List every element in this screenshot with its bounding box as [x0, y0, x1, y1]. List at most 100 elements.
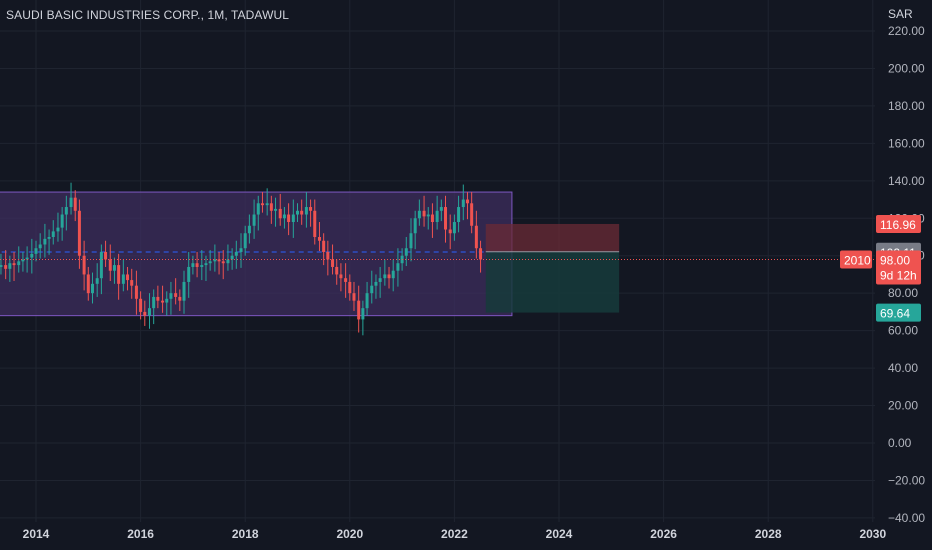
candle [387, 266, 391, 289]
candle-body [344, 278, 348, 282]
candle-body [300, 210, 304, 215]
candle [465, 192, 469, 220]
candle [296, 203, 299, 223]
candle-body [104, 251, 108, 260]
last-price-text: 98.00 [880, 253, 910, 267]
candle-body [448, 229, 452, 234]
candle [90, 272, 94, 304]
target-price-tag-text: 69.64 [880, 307, 910, 321]
candle-body [82, 255, 86, 275]
candle [474, 210, 478, 259]
candle-body [187, 266, 191, 282]
candle [143, 300, 147, 326]
candle-body [465, 199, 469, 204]
candle [278, 193, 282, 226]
candle [348, 274, 352, 301]
candle-body [230, 255, 234, 260]
candle [383, 259, 387, 286]
candle-body [56, 227, 60, 232]
x-tick-label: 2030 [859, 527, 886, 541]
candle [274, 197, 278, 227]
candle-body [361, 308, 365, 320]
candle [195, 251, 199, 278]
candle [444, 195, 448, 243]
candle [304, 192, 308, 228]
candle-body [204, 263, 208, 266]
candle-body [409, 233, 413, 249]
candle-body [117, 265, 121, 284]
candle-body [413, 218, 417, 234]
candle [226, 244, 230, 271]
candle [339, 263, 343, 292]
candle-body [161, 300, 165, 303]
candle [335, 259, 339, 285]
x-axis: 2014 2016 2018 2020 2022 2024 2026 2028 2030 [23, 527, 887, 541]
candle [313, 199, 317, 245]
candle [95, 263, 99, 297]
candle [479, 240, 483, 273]
x-tick-label: 2024 [546, 527, 573, 541]
candle [34, 240, 38, 262]
candle-body [152, 296, 156, 309]
candle-body [470, 203, 474, 226]
candle-body [195, 263, 199, 267]
candle-body [121, 274, 125, 284]
candle-body [474, 225, 478, 249]
candle-body [452, 222, 456, 234]
candle-body [422, 210, 426, 217]
candle [147, 293, 151, 329]
y-tick-label: 220.00 [888, 24, 925, 38]
candle-body [291, 214, 295, 223]
x-tick-label: 2014 [23, 527, 50, 541]
candle [260, 192, 264, 213]
y-tick-label: 80.00 [888, 286, 918, 300]
candle [461, 184, 465, 221]
candle-body [30, 253, 34, 258]
target-price-tag: 69.64 [876, 303, 921, 322]
candle [21, 251, 25, 272]
candle [265, 188, 269, 216]
candle-body [0, 265, 3, 267]
candle-body [77, 210, 81, 256]
candle-body [435, 210, 439, 223]
candle [243, 225, 247, 256]
candle-body [269, 203, 273, 211]
candle-body [265, 203, 269, 206]
candle-body [108, 259, 112, 271]
candle-body [444, 207, 448, 230]
candle-body [348, 281, 352, 294]
candle-body [383, 274, 387, 279]
candle-body [374, 281, 378, 286]
last-price-tag-bg [876, 250, 921, 285]
candle-body [396, 263, 400, 271]
symbol-code-tag-text: 2010 [844, 253, 871, 267]
candle-body [34, 248, 38, 254]
candle [0, 253, 3, 275]
candle-body [335, 266, 339, 275]
candle-body [479, 248, 483, 260]
candle-body [8, 263, 12, 269]
candle-body [252, 214, 256, 226]
candle [139, 291, 143, 320]
candle-body [404, 248, 408, 256]
candle [104, 240, 108, 267]
candle [365, 281, 369, 316]
candle-body [234, 251, 238, 256]
candle [56, 212, 60, 242]
candle [69, 182, 73, 215]
candle [112, 257, 116, 284]
candle-body [69, 197, 73, 208]
candle [169, 281, 173, 315]
candle-body [287, 214, 291, 223]
candle-body [313, 210, 317, 237]
candle-body [322, 240, 326, 252]
y-tick-label: 140.00 [888, 174, 925, 188]
candle-body [426, 214, 430, 217]
candle-body [86, 274, 90, 294]
candle [430, 203, 434, 238]
candle-body [417, 210, 421, 219]
candle [370, 270, 374, 304]
candle-body [357, 300, 361, 320]
